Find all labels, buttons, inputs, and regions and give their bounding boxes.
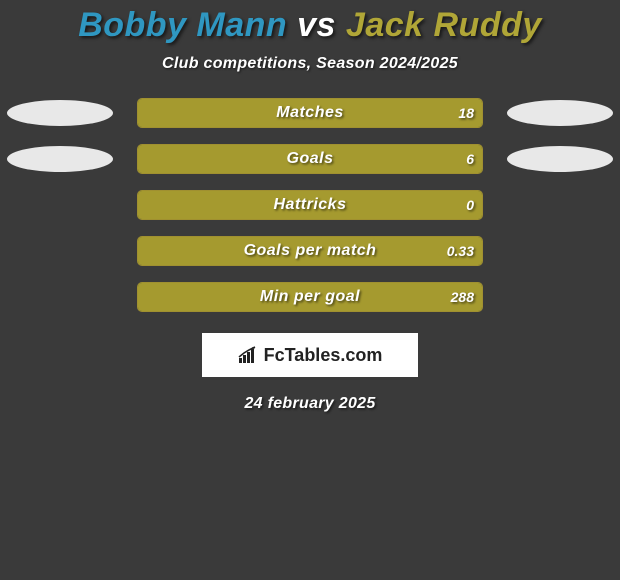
stat-row: Goals per match0.33 (0, 237, 620, 265)
stat-value: 18 (458, 99, 474, 127)
stat-label: Min per goal (138, 283, 482, 311)
stats-area: Matches18 Goals6 Hattricks0 Goals per match… (0, 99, 620, 311)
stat-bar-track: Goals per match0.33 (137, 236, 483, 266)
stat-label: Hattricks (138, 191, 482, 219)
subtitle: Club competitions, Season 2024/2025 (0, 55, 620, 73)
player2-name: Jack Ruddy (346, 6, 542, 44)
stat-row: Min per goal288 (0, 283, 620, 311)
player1-oval (7, 146, 113, 172)
date-line: 24 february 2025 (0, 395, 620, 413)
stat-row: Goals6 (0, 145, 620, 173)
stat-value: 0 (466, 191, 474, 219)
stat-value: 0.33 (447, 237, 474, 265)
brand-box: FcTables.com (202, 333, 418, 377)
stat-bar-track: Goals6 (137, 144, 483, 174)
vs-separator: vs (287, 6, 346, 44)
stat-bar-track: Matches18 (137, 98, 483, 128)
brand-text: FcTables.com (264, 345, 383, 366)
player1-name: Bobby Mann (78, 6, 287, 44)
stat-label: Goals (138, 145, 482, 173)
stat-label: Goals per match (138, 237, 482, 265)
player1-oval (7, 100, 113, 126)
player2-oval (507, 100, 613, 126)
stat-bar-track: Min per goal288 (137, 282, 483, 312)
stat-bar-track: Hattricks0 (137, 190, 483, 220)
comparison-card: Bobby Mann vs Jack Ruddy Club competitio… (0, 6, 620, 580)
stat-row: Hattricks0 (0, 191, 620, 219)
page-title: Bobby Mann vs Jack Ruddy (0, 6, 620, 45)
stat-row: Matches18 (0, 99, 620, 127)
brand-label: FcTables.com (238, 345, 383, 366)
brand-chart-icon (238, 346, 260, 364)
stat-value: 288 (451, 283, 474, 311)
stat-label: Matches (138, 99, 482, 127)
stat-value: 6 (466, 145, 474, 173)
player2-oval (507, 146, 613, 172)
